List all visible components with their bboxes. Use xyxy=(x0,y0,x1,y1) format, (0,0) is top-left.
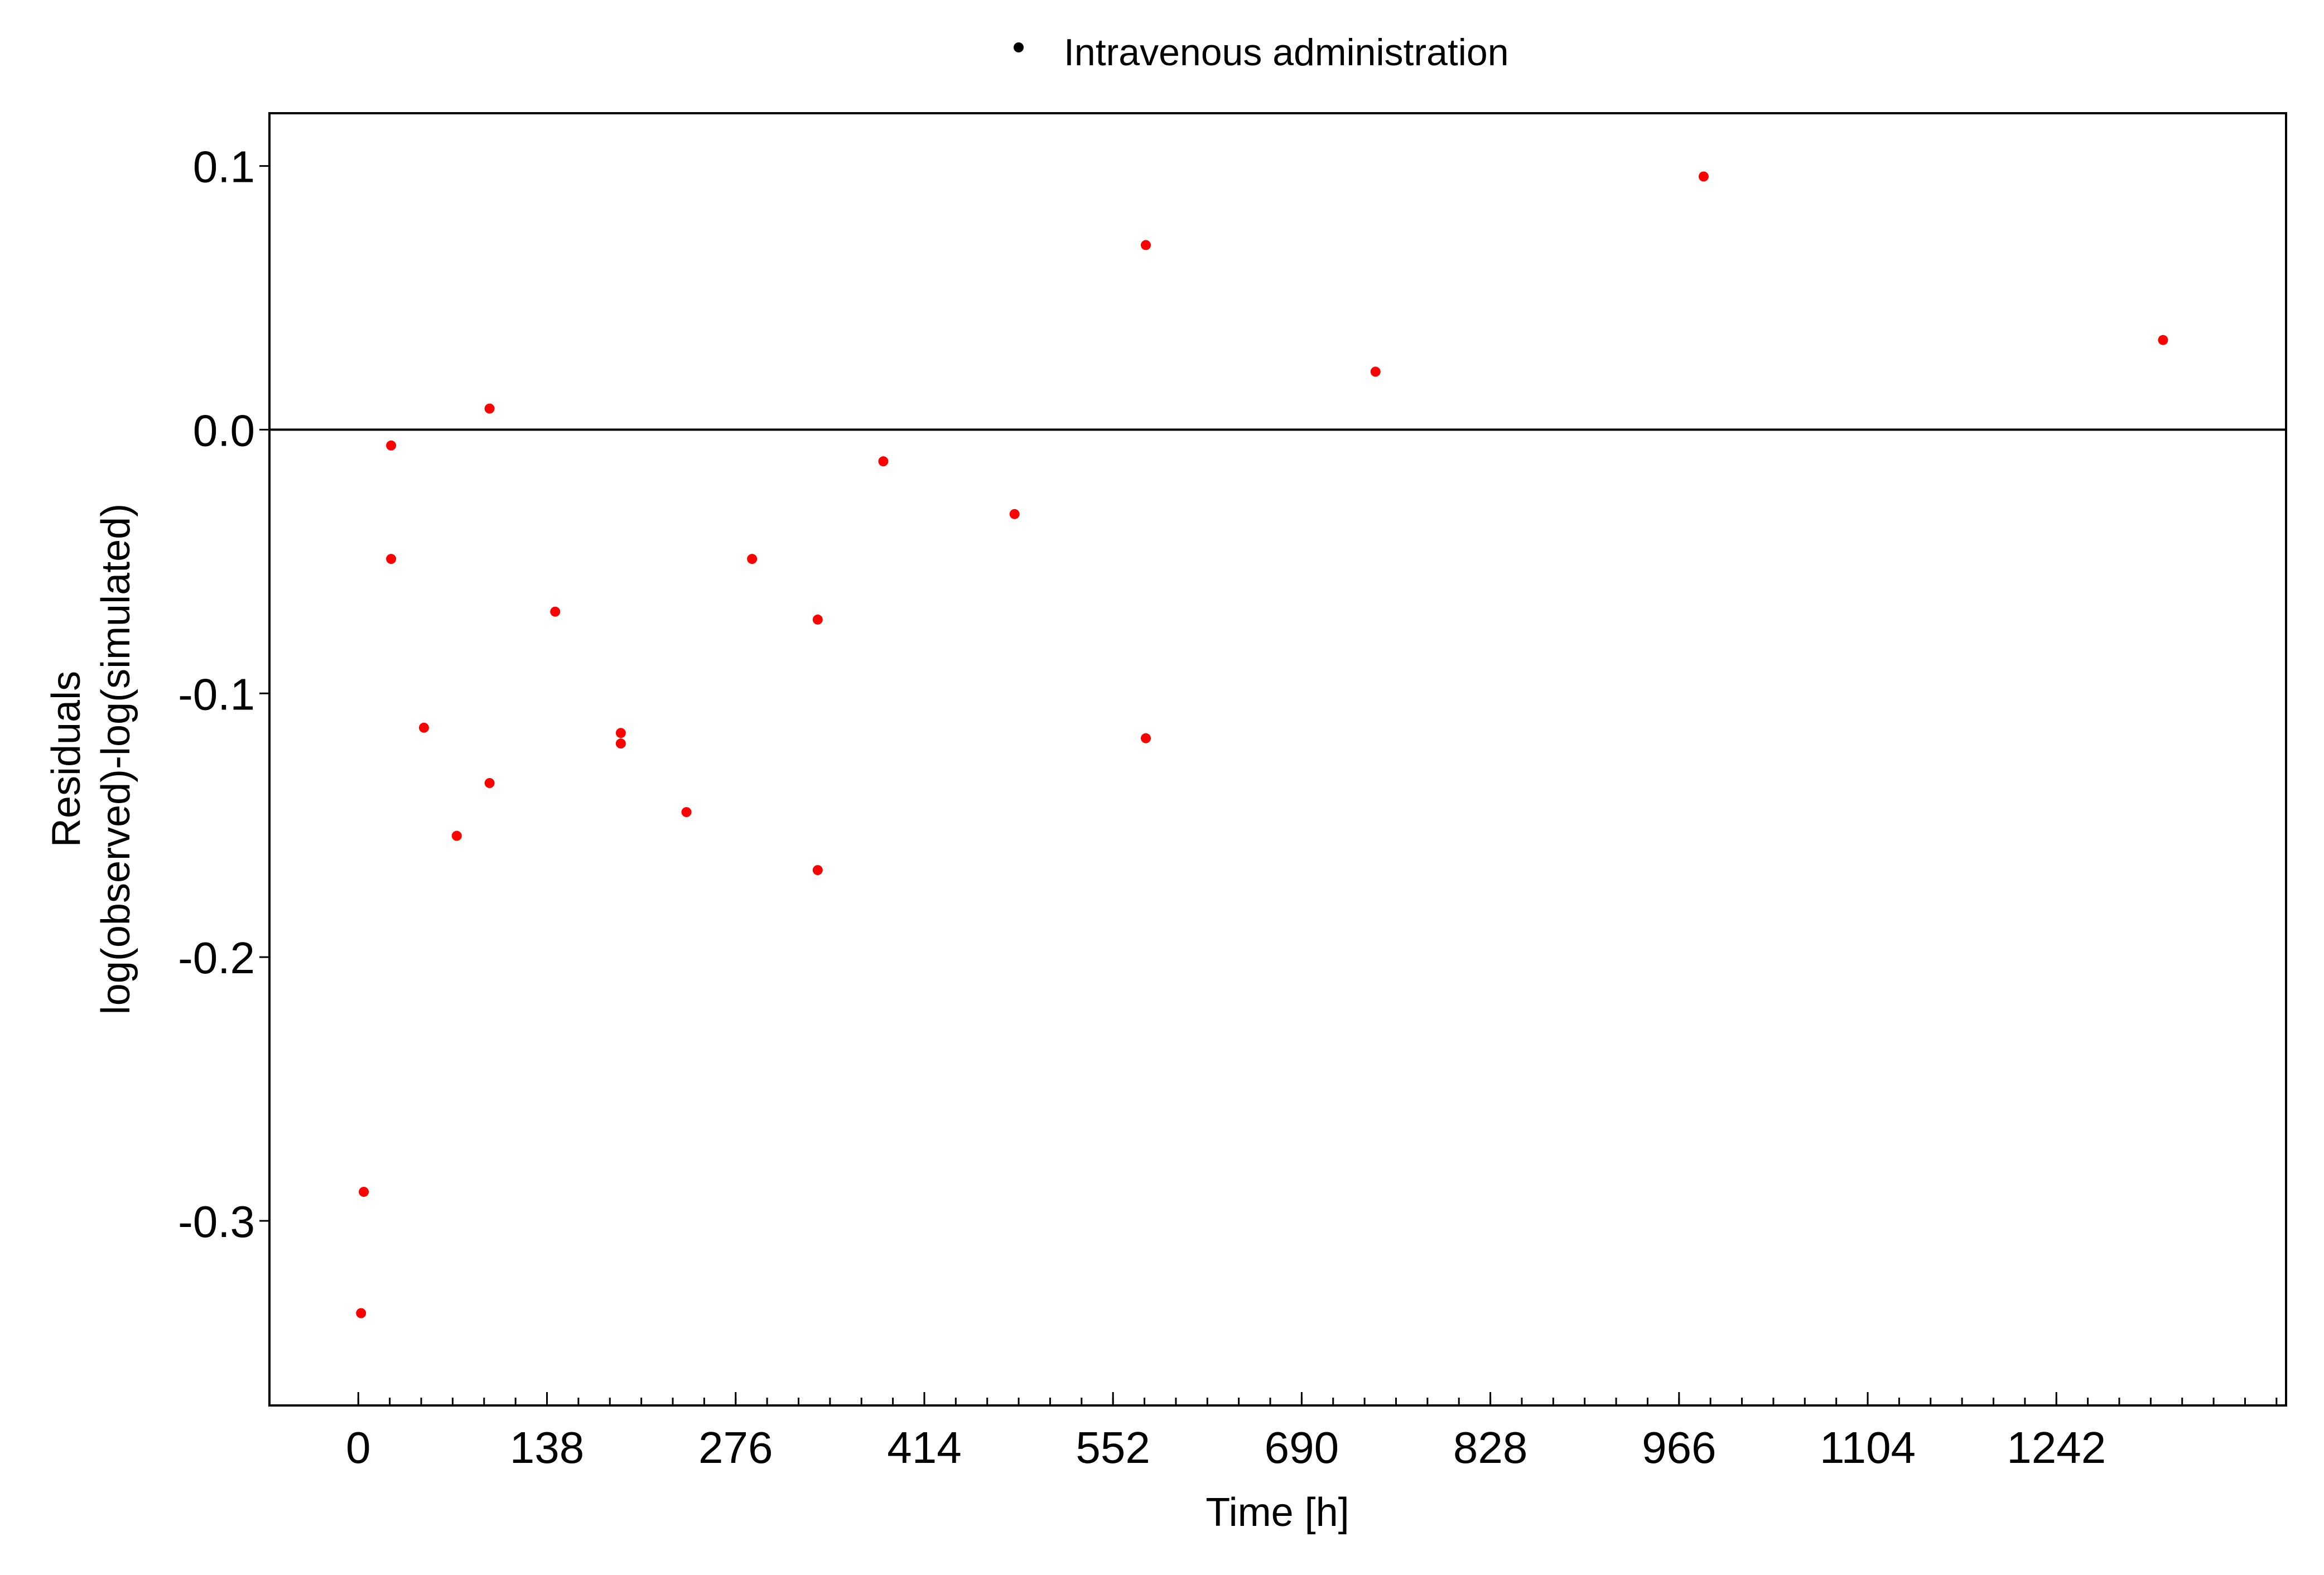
data-point xyxy=(1370,366,1381,377)
data-point xyxy=(2158,335,2168,345)
data-point xyxy=(359,1186,369,1197)
x-tick-label: 966 xyxy=(1642,1423,1716,1472)
x-tick-label: 690 xyxy=(1265,1423,1339,1472)
data-point xyxy=(1009,509,1020,519)
legend-marker xyxy=(1014,42,1024,52)
data-point xyxy=(812,614,823,625)
data-point xyxy=(681,807,692,818)
data-point xyxy=(747,554,758,564)
y-tick-label: 0.0 xyxy=(193,405,255,455)
data-point xyxy=(878,456,889,467)
x-tick-label: 552 xyxy=(1076,1423,1150,1472)
data-point xyxy=(1698,171,1709,182)
legend-label: Intravenous administration xyxy=(1064,31,1509,74)
y-axis-tick-labels: 0.1 0.0 -0.1 -0.2 -0.3 xyxy=(178,142,255,1247)
x-tick-label: 1104 xyxy=(1820,1423,1916,1472)
x-tick-label: 414 xyxy=(887,1423,961,1472)
data-point xyxy=(386,440,397,451)
data-point xyxy=(1140,733,1151,743)
data-point xyxy=(550,606,561,617)
y-tick-label: 0.1 xyxy=(193,142,255,192)
x-axis-ticks xyxy=(357,1392,2278,1405)
plot-area-frame xyxy=(268,112,2287,1407)
data-point xyxy=(615,738,626,749)
x-tick-label: 276 xyxy=(698,1423,773,1472)
data-point xyxy=(484,778,495,789)
x-axis-title: Time [h] xyxy=(1206,1490,1349,1535)
data-point xyxy=(386,554,397,564)
x-tick-label: 1242 xyxy=(2007,1423,2106,1472)
y-axis-title-line-2: log(observed)-log(simulated) xyxy=(94,504,138,1014)
x-tick-label: 828 xyxy=(1453,1423,1527,1472)
y-tick-label: -0.1 xyxy=(178,669,255,719)
y-axis-ticks xyxy=(259,165,269,1222)
x-axis-tick-labels: 0 138 276 414 552 690 828 966 1104 1242 xyxy=(346,1423,2106,1472)
data-point xyxy=(812,865,823,876)
legend: Intravenous administration xyxy=(1014,31,1509,74)
x-tick-label: 138 xyxy=(510,1423,584,1472)
data-point xyxy=(356,1308,367,1318)
y-tick-label: -0.3 xyxy=(178,1197,255,1247)
data-points xyxy=(356,171,2168,1318)
data-point xyxy=(451,830,462,841)
y-axis-title-line-1: Residuals xyxy=(44,671,89,847)
x-tick-label: 0 xyxy=(346,1423,371,1472)
data-point xyxy=(484,403,495,414)
data-point xyxy=(1140,240,1151,250)
data-point xyxy=(418,722,429,733)
y-tick-label: -0.2 xyxy=(178,933,255,983)
data-point xyxy=(615,728,626,738)
